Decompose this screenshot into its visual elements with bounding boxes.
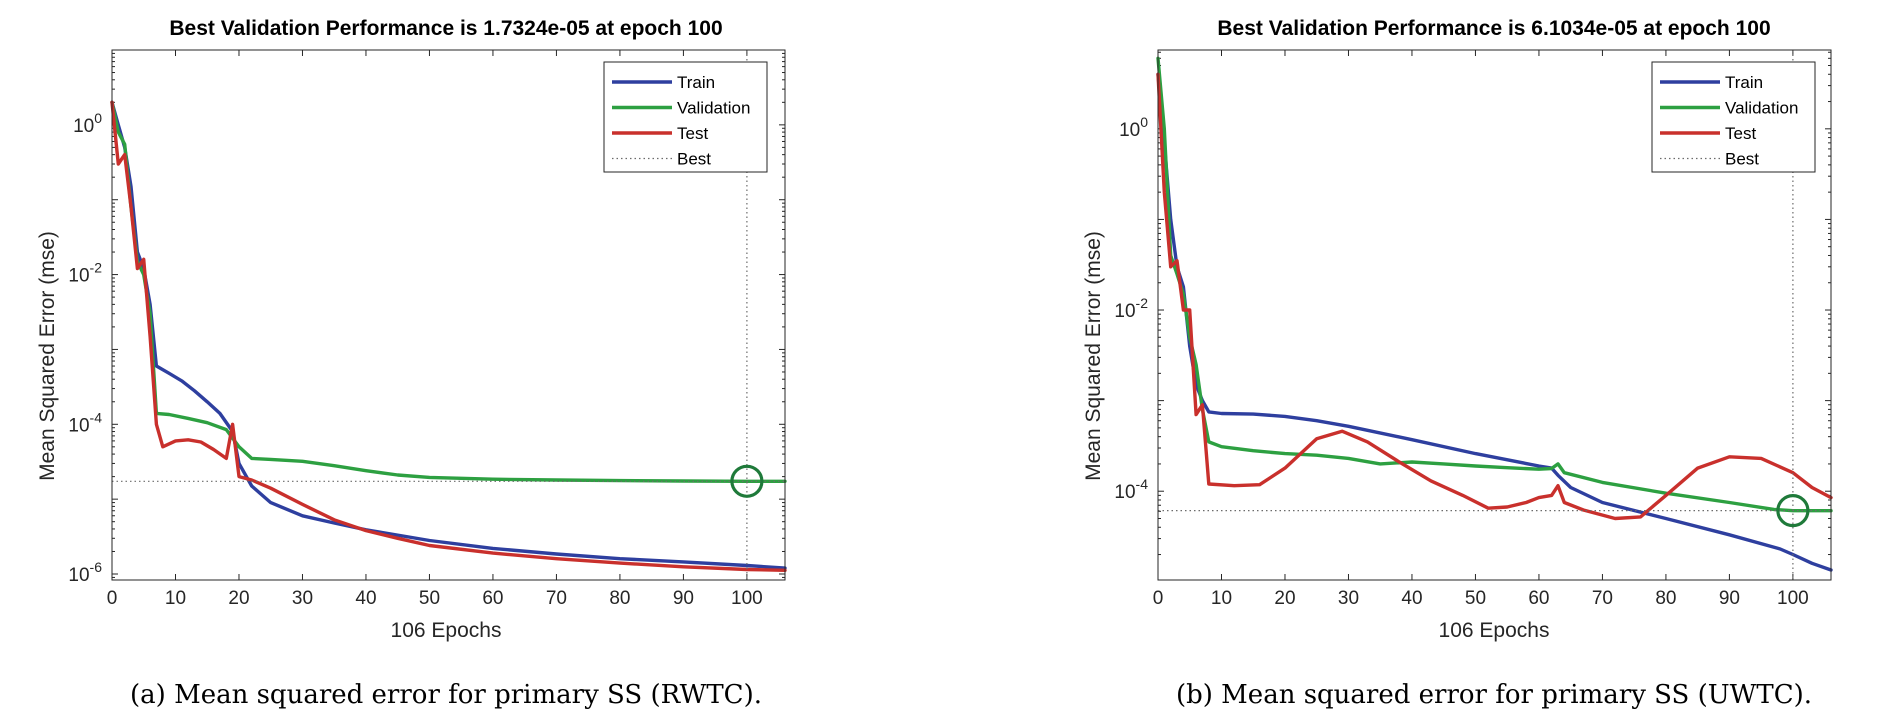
x-tick-label: 80 [1655,588,1676,609]
x-tick-label: 40 [355,588,376,609]
series-validation [1156,56,1833,513]
x-tick-label: 70 [546,588,567,609]
legend-label-test: Test [677,124,708,143]
x-tick-label: 50 [1465,588,1486,609]
panel-a: Best Validation Performance is 1.7324e-0… [36,17,787,710]
x-tick-label: 60 [482,588,503,609]
y-tick-label: 10-2 [1114,295,1148,322]
y-axis-label: Mean Squared Error (mse) [36,231,59,481]
x-axis-label: 106 Epochs [1439,619,1550,642]
y-axis-label: Mean Squared Error (mse) [1082,231,1105,481]
x-tick-label: 90 [1719,588,1740,609]
x-tick-label: 80 [609,588,630,609]
x-tick-label: 100 [731,588,763,609]
caption: (a) Mean squared error for primary SS (R… [130,680,762,710]
legend-label-best: Best [1725,150,1759,169]
panel-b: Best Validation Performance is 6.1034e-0… [1082,17,1833,710]
x-axis-label: 106 Epochs [391,619,502,642]
legend-label-validation: Validation [677,99,750,118]
y-tick-label: 100 [73,110,102,137]
x-tick-label: 10 [165,588,186,609]
x-tick-label: 70 [1592,588,1613,609]
series-lines [110,100,787,572]
x-tick-label: 30 [292,588,313,609]
y-tick-label: 10-2 [68,260,102,287]
x-tick-label: 0 [107,588,118,609]
ticks: 0 10 20 30 40 50 60 70 80 90 100 10-6 10-4 10-2 100 [68,49,785,609]
legend-label-train: Train [677,73,715,92]
y-tick-label: 10-6 [68,559,102,586]
x-tick-label: 90 [673,588,694,609]
x-tick-label: 40 [1401,588,1422,609]
legend: Train Validation Test Best [603,61,768,173]
best-marker [1776,494,1810,528]
plot-frame [1157,49,1832,581]
legend-label-train: Train [1725,73,1763,92]
series-test [110,100,787,572]
best-marks [1158,50,1831,580]
x-tick-label: 50 [419,588,440,609]
x-tick-label: 60 [1528,588,1549,609]
series-test [1156,72,1833,521]
axes [1157,49,1832,581]
chart-title: Best Validation Performance is 6.1034e-0… [1217,17,1770,40]
x-tick-label: 10 [1211,588,1232,609]
best-marks [112,50,785,580]
legend-label-best: Best [677,150,711,169]
y-tick-label: 10-4 [1114,476,1148,503]
best-marker [730,464,764,498]
x-tick-label: 20 [1274,588,1295,609]
axes [111,49,786,581]
x-tick-label: 100 [1777,588,1809,609]
legend: Train Validation Test Best [1651,61,1816,173]
x-tick-label: 0 [1153,588,1164,609]
x-tick-label: 30 [1338,588,1359,609]
legend-label-test: Test [1725,124,1756,143]
y-tick-label: 100 [1119,114,1148,141]
caption: (b) Mean squared error for primary SS (U… [1176,680,1812,710]
x-tick-label: 20 [228,588,249,609]
legend-label-validation: Validation [1725,99,1798,118]
plot-frame [111,49,786,581]
y-tick-label: 10-4 [68,409,102,436]
series-lines [1156,56,1833,572]
chart-title: Best Validation Performance is 1.7324e-0… [169,17,722,40]
